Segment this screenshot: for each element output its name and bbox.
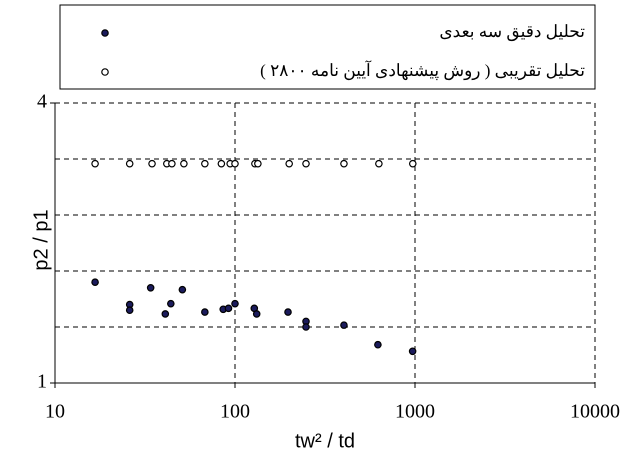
point — [340, 159, 348, 168]
point — [302, 323, 310, 331]
point — [178, 285, 187, 294]
point — [374, 340, 382, 349]
point — [217, 159, 226, 168]
x-tick-label: 100 — [220, 401, 250, 423]
x-tick-label: 10000 — [570, 401, 620, 423]
point — [161, 310, 170, 318]
legend-label: تحليل دقيق سه بعدی — [439, 22, 585, 42]
x-axis-label: tw² / td — [295, 430, 355, 452]
legend-marker — [101, 29, 109, 37]
y-axis-label: p2 / p1 — [30, 209, 52, 270]
point — [284, 308, 292, 316]
x-tick-label: 1000 — [395, 401, 435, 423]
legend-label: تحليل تقريبی ( روش پيشنهادی آيين نامه ۲۸… — [260, 59, 585, 81]
point — [252, 310, 261, 318]
point — [146, 283, 155, 292]
point — [167, 299, 175, 308]
point — [180, 159, 188, 168]
point — [408, 159, 417, 168]
point — [168, 159, 176, 168]
point — [201, 159, 209, 168]
point — [231, 299, 239, 308]
point — [91, 278, 99, 287]
point — [254, 159, 262, 168]
y-tick-label: 4 — [37, 91, 47, 113]
point — [125, 159, 134, 168]
point — [231, 159, 239, 168]
point — [302, 159, 310, 168]
point — [340, 321, 348, 329]
point — [148, 159, 156, 168]
point — [224, 304, 233, 313]
point — [125, 306, 134, 315]
point — [91, 159, 99, 168]
point — [201, 308, 209, 316]
point — [408, 347, 417, 356]
x-tick-label: 10 — [45, 401, 65, 423]
legend-marker — [101, 68, 109, 76]
legend-box — [59, 4, 596, 90]
point — [375, 159, 383, 168]
point — [285, 159, 293, 168]
y-tick-label: 1 — [37, 371, 47, 393]
